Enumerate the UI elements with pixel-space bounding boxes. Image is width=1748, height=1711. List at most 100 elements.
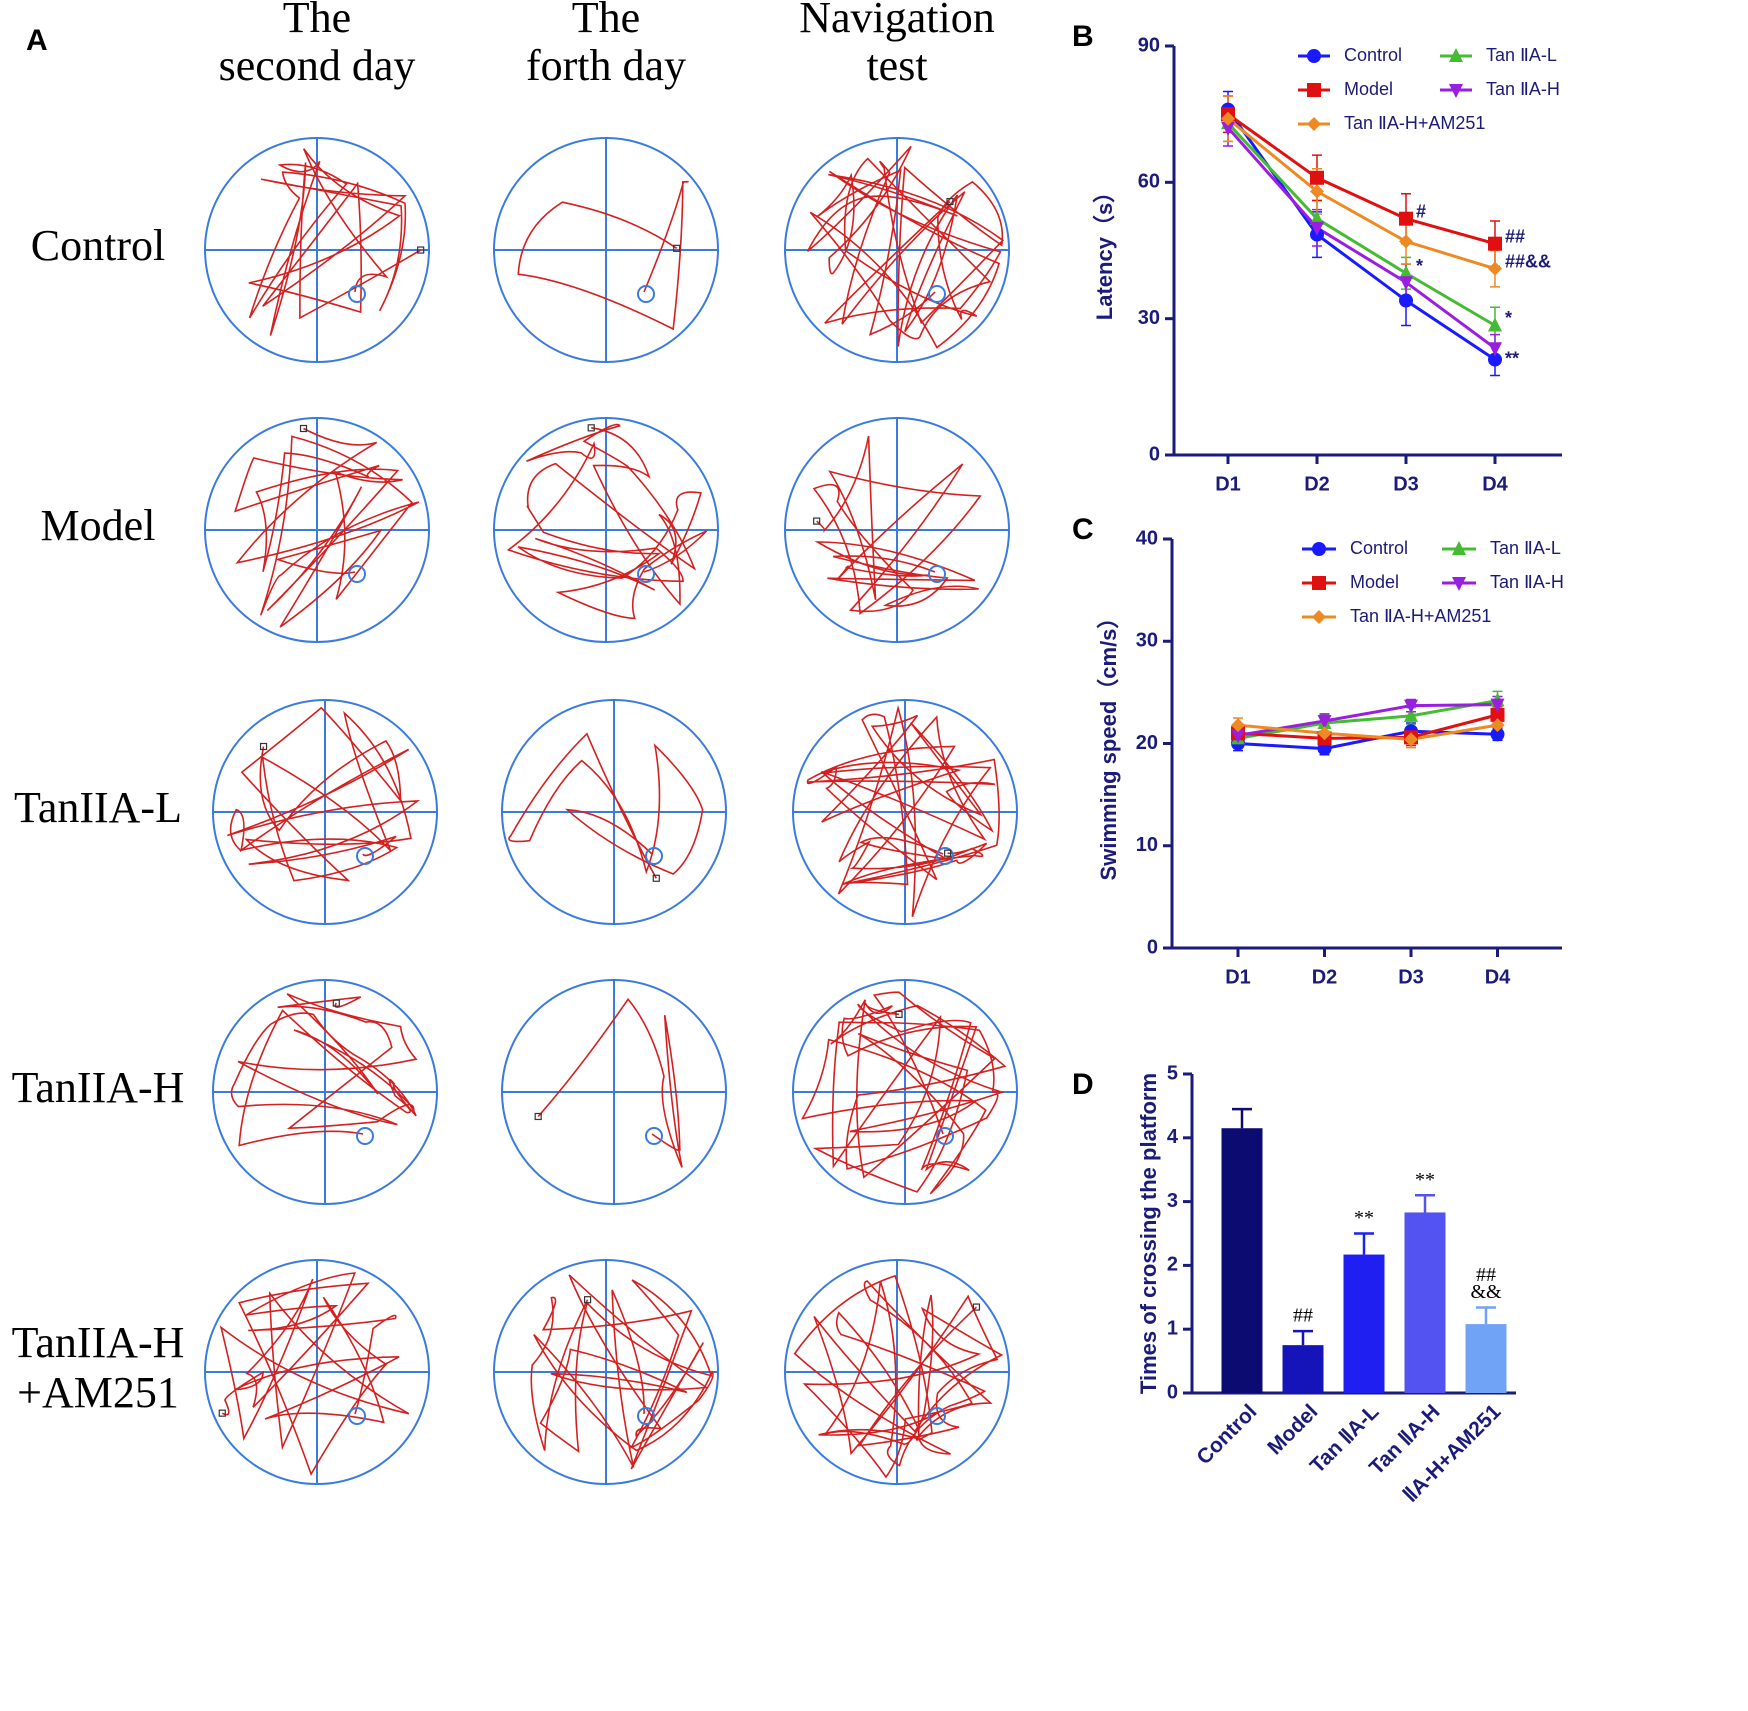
marker	[1307, 117, 1321, 131]
x-tick-label: Model	[1263, 1400, 1322, 1459]
legend-label: Tan ⅡA-H+AM251	[1350, 606, 1491, 626]
bar	[1404, 1212, 1446, 1393]
marker	[1399, 293, 1413, 308]
legend-label: Model	[1344, 79, 1393, 99]
series-line	[1227, 112, 1496, 246]
legend-label: Control	[1344, 45, 1402, 65]
significance-label: **	[1354, 1207, 1374, 1229]
marker	[1452, 577, 1466, 591]
legend-label: Tan ⅡA-H+AM251	[1344, 113, 1485, 133]
start-point	[534, 1112, 542, 1121]
panel-label: C	[1072, 513, 1094, 546]
significance-label: *	[1416, 256, 1423, 276]
start-point	[332, 999, 340, 1007]
series-line	[1226, 108, 1496, 361]
platform	[348, 1407, 366, 1425]
start-point	[946, 197, 954, 206]
marker	[1310, 221, 1324, 236]
series-line	[1237, 723, 1498, 741]
platform	[637, 565, 655, 583]
marker	[1317, 726, 1332, 741]
start-point	[259, 742, 268, 751]
marker	[1449, 84, 1463, 98]
marker	[1221, 121, 1235, 136]
platform	[936, 1127, 954, 1145]
series-line	[1237, 713, 1498, 740]
start-point	[218, 1409, 226, 1417]
swim-path	[530, 1274, 714, 1470]
marker	[1399, 234, 1413, 249]
y-tick-label: 40	[1136, 527, 1158, 549]
x-tick-label: Control	[1192, 1400, 1261, 1469]
y-tick-label: 90	[1138, 34, 1160, 56]
series-line	[1227, 117, 1496, 271]
x-tick-label: D1	[1215, 473, 1241, 495]
swim-path	[812, 435, 982, 616]
y-axis-title: Times of crossing the platform	[1136, 1073, 1161, 1394]
marker	[1231, 718, 1245, 733]
marker	[1488, 342, 1502, 357]
significance-label: *	[1505, 308, 1512, 328]
significance-label: **	[1505, 348, 1519, 368]
marker	[1307, 83, 1321, 97]
marker	[1307, 49, 1321, 63]
marker	[1452, 541, 1466, 555]
row-label: +AM251	[17, 1368, 179, 1417]
y-tick-label: 2	[1167, 1254, 1178, 1276]
panel-label: B	[1072, 20, 1094, 53]
bar	[1343, 1254, 1385, 1393]
start-point	[583, 1296, 592, 1304]
platform	[348, 565, 366, 583]
y-tick-label: 0	[1149, 443, 1160, 465]
marker	[1399, 211, 1413, 226]
start-point	[813, 517, 821, 525]
row-label: TanIIA-H	[12, 1318, 185, 1367]
platform	[928, 1407, 946, 1425]
platform	[645, 847, 663, 865]
swim-path	[506, 423, 708, 620]
bar	[1282, 1345, 1324, 1393]
platform	[348, 285, 366, 303]
swim-path	[233, 427, 420, 628]
marker	[1312, 576, 1326, 590]
start-point	[652, 874, 660, 882]
platform	[356, 1127, 374, 1145]
marker	[1488, 261, 1502, 276]
marker	[1490, 698, 1505, 713]
x-tick-label: D3	[1393, 473, 1419, 495]
platform	[928, 565, 946, 583]
series-line	[1226, 126, 1496, 350]
column-header: The	[572, 0, 640, 42]
panel-label: A	[26, 24, 48, 57]
significance-label: **	[1415, 1169, 1435, 1191]
platform	[356, 847, 374, 865]
swim-path	[517, 180, 689, 331]
start-point	[587, 424, 595, 432]
y-tick-label: 30	[1138, 307, 1160, 329]
marker	[1488, 352, 1502, 367]
y-tick-label: 60	[1138, 171, 1160, 193]
significance-label: &&	[1470, 1281, 1502, 1303]
marker	[1404, 732, 1418, 747]
y-tick-label: 4	[1167, 1126, 1179, 1148]
marker	[1399, 265, 1413, 280]
marker	[1488, 317, 1502, 332]
bar	[1221, 1128, 1263, 1393]
y-tick-label: 0	[1147, 936, 1158, 958]
legend-label: Control	[1350, 538, 1408, 558]
x-tick-label: D1	[1225, 966, 1251, 988]
series-line	[1226, 122, 1496, 327]
swim-path	[800, 991, 1007, 1195]
start-point	[417, 246, 425, 254]
row-label: TanIIA-L	[14, 783, 182, 832]
legend-label: Tan ⅡA-H	[1486, 79, 1560, 99]
marker	[1231, 729, 1245, 744]
marker	[1312, 542, 1326, 556]
marker	[1404, 707, 1418, 722]
error-bar	[1476, 1306, 1496, 1325]
marker	[1404, 699, 1418, 714]
start-point	[673, 244, 681, 252]
swim-path	[230, 993, 418, 1147]
legend-label: Tan ⅡA-L	[1490, 538, 1561, 558]
